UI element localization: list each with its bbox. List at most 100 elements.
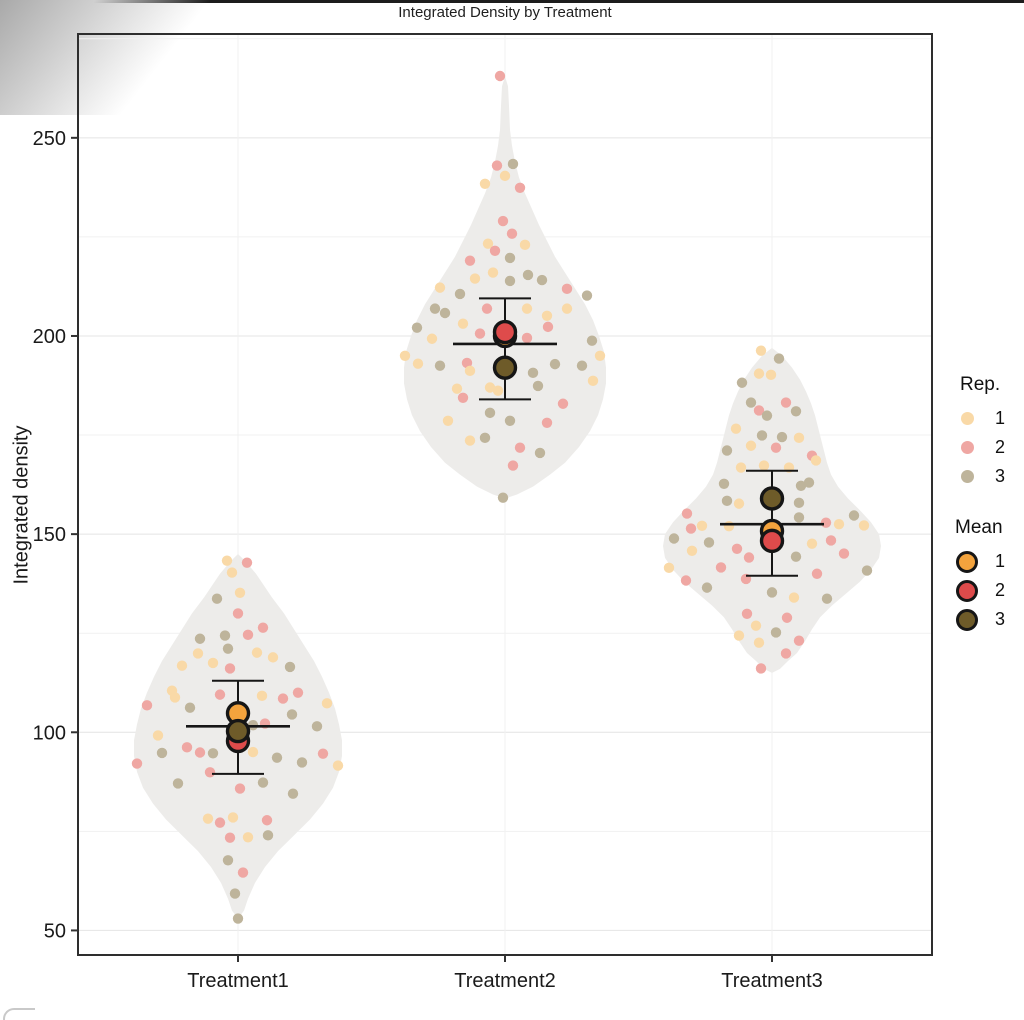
legend-item-rep-3: 3	[948, 462, 1024, 491]
jitter-point	[247, 746, 259, 758]
jitter-point	[479, 432, 491, 444]
jitter-point	[491, 160, 503, 171]
x-tick-label: Treatment1	[187, 970, 289, 992]
legend-item-mean-3: 3	[948, 605, 1024, 634]
jitter-point	[848, 510, 860, 521]
jitter-point	[750, 620, 762, 631]
jitter-point	[141, 700, 153, 711]
jitter-point	[745, 397, 757, 408]
legend-label: 1	[995, 551, 1006, 571]
jitter-point	[776, 431, 788, 443]
jitter-point	[271, 752, 283, 763]
jitter-point	[833, 519, 845, 530]
jitter-point	[536, 274, 548, 286]
jitter-point	[793, 432, 805, 444]
jitter-point	[561, 303, 573, 314]
y-tick-label: 150	[33, 524, 66, 546]
jitter-point	[576, 360, 588, 371]
jitter-point	[743, 552, 755, 563]
jitter-point	[426, 333, 438, 344]
jitter-point	[156, 747, 168, 759]
jitter-point	[721, 495, 733, 507]
jitter-point	[412, 358, 424, 369]
jitter-point	[680, 575, 692, 586]
jitter-point	[227, 812, 239, 823]
mean-1-swatch-icon	[956, 550, 978, 573]
jitter-point	[766, 587, 778, 598]
jitter-point	[770, 627, 782, 638]
jitter-point	[773, 353, 785, 364]
jitter-point	[825, 535, 837, 546]
jitter-point	[489, 245, 501, 256]
jitter-point	[793, 497, 805, 509]
jitter-point	[519, 239, 531, 251]
jitter-point	[504, 415, 516, 426]
jitter-point	[469, 273, 481, 284]
jitter-point	[399, 350, 411, 361]
jitter-point	[222, 855, 234, 866]
mean-point-rep-3	[759, 486, 785, 511]
jitter-point	[858, 520, 870, 531]
jitter-point	[454, 288, 466, 300]
jitter-point	[169, 692, 181, 703]
legend-item-rep-1: 1	[948, 404, 1024, 433]
jitter-point	[284, 661, 296, 673]
jitter-point	[214, 689, 226, 700]
jitter-point	[755, 663, 767, 674]
jitter-point	[681, 508, 693, 519]
chart-title: Integrated Density by Treatment	[398, 4, 612, 21]
jitter-point	[484, 382, 496, 393]
rep-1-swatch-icon	[961, 412, 974, 425]
jitter-point	[735, 462, 747, 473]
jitter-point	[781, 612, 793, 623]
jitter-point	[499, 170, 511, 182]
jitter-point	[497, 492, 509, 503]
jitter-point	[484, 407, 496, 419]
jitter-point	[753, 637, 765, 648]
jitter-point	[685, 523, 697, 534]
window-top-edge	[88, 0, 1024, 3]
jitter-point	[482, 238, 494, 249]
jitter-point	[242, 629, 254, 640]
jitter-point	[514, 182, 526, 193]
jitter-point	[736, 377, 748, 388]
jitter-point	[718, 478, 730, 490]
jitter-point	[442, 415, 454, 426]
jitter-point	[192, 648, 204, 659]
mean-point-rep-3	[492, 355, 518, 380]
jitter-point	[207, 657, 219, 669]
jitter-point	[296, 757, 308, 768]
jitter-point	[721, 445, 733, 456]
jitter-point	[251, 647, 263, 658]
jitter-point	[434, 360, 446, 371]
jitter-point	[561, 283, 573, 295]
legend-label: 3	[995, 466, 1006, 486]
jitter-point	[317, 748, 329, 759]
jitter-point	[434, 282, 446, 293]
jitter-point	[507, 158, 519, 170]
jitter-point	[152, 730, 164, 741]
x-tick-label: Treatment3	[721, 970, 823, 992]
jitter-point	[758, 460, 770, 471]
jitter-point	[821, 593, 833, 604]
jitter-point	[507, 460, 519, 471]
mean-2-swatch-icon	[956, 579, 978, 602]
jitter-point	[242, 832, 254, 843]
jitter-point	[790, 406, 802, 417]
jitter-point	[696, 520, 708, 532]
jitter-point	[292, 687, 304, 698]
jitter-point	[811, 568, 823, 579]
window-bottom-corner	[3, 1008, 35, 1020]
jitter-point	[788, 592, 800, 603]
jitter-point	[733, 630, 745, 641]
jitter-point	[457, 392, 469, 404]
jitter-point	[237, 867, 249, 878]
jitter-point	[790, 551, 802, 562]
jitter-point	[194, 633, 206, 644]
y-tick-label: 200	[33, 326, 66, 348]
jitter-point	[222, 643, 234, 654]
jitter-point	[701, 582, 713, 593]
y-tick-label: 50	[44, 920, 66, 942]
